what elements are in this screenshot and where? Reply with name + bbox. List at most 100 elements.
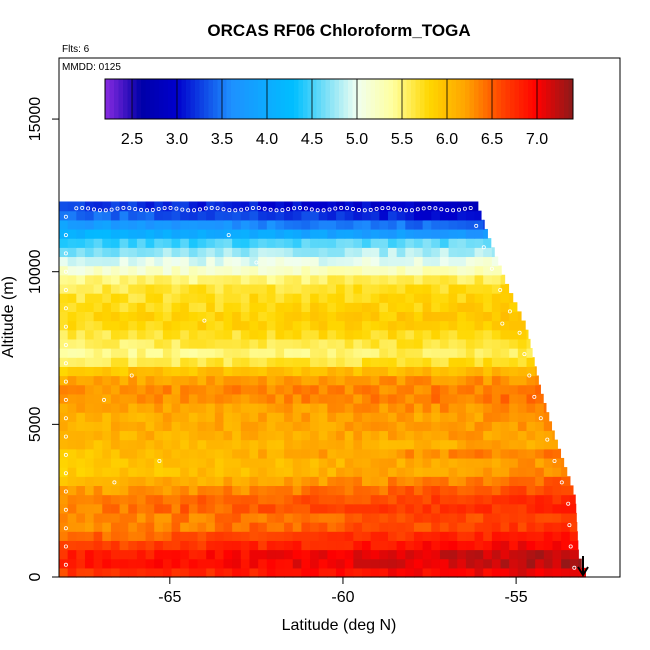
sample-point [481, 245, 486, 250]
heatmap-cell [405, 503, 415, 514]
heatmap-cell [67, 457, 77, 468]
heatmap-cell [110, 219, 121, 230]
heatmap-cell [457, 283, 467, 294]
heatmap-cell [275, 421, 285, 432]
heatmap-cell [232, 485, 242, 496]
heatmap-cell [310, 256, 320, 267]
heatmap-cell [188, 366, 199, 377]
heatmap-cell [76, 531, 86, 541]
heatmap-cell [431, 247, 441, 258]
heatmap-cell [422, 201, 432, 212]
heatmap-cell [500, 476, 510, 487]
heatmap-cell [483, 549, 493, 560]
heatmap-cell [491, 320, 502, 331]
heatmap-cell [405, 302, 415, 312]
heatmap-cell [84, 503, 95, 514]
heatmap-cell [535, 393, 544, 404]
heatmap-cell [500, 485, 510, 496]
heatmap-cell [93, 448, 103, 459]
heatmap-cell [59, 503, 69, 514]
heatmap-cell [448, 210, 458, 221]
colorbar-segment [118, 79, 124, 119]
heatmap-cell [370, 329, 380, 340]
heatmap-cell [457, 256, 467, 267]
heatmap-cell [188, 412, 199, 422]
heatmap-cell [197, 467, 207, 477]
heatmap-cell [543, 503, 554, 514]
heatmap-cell [405, 402, 415, 413]
heatmap-cell [59, 448, 69, 459]
heatmap-cell [552, 476, 562, 487]
heatmap-cell [206, 329, 216, 340]
heatmap-cell [387, 366, 398, 377]
heatmap-cell [292, 503, 303, 514]
heatmap-cell [318, 430, 328, 441]
heatmap-cell [422, 265, 432, 276]
heatmap-cell [535, 558, 545, 569]
heatmap-cell [465, 540, 476, 551]
heatmap-cell [136, 302, 147, 312]
heatmap-cell [301, 522, 311, 532]
sample-point [286, 207, 291, 212]
heatmap-cell [362, 320, 372, 331]
heatmap-cell [110, 320, 121, 331]
heatmap-cell [396, 320, 406, 331]
heatmap-cell [561, 522, 571, 532]
sample-point [63, 287, 68, 292]
heatmap-cell [59, 293, 69, 303]
heatmap-cell [362, 256, 372, 267]
heatmap-cell [119, 494, 129, 505]
heatmap-cell [500, 402, 510, 413]
sample-point [315, 208, 320, 213]
colorbar-segment [465, 79, 470, 119]
colorbar-segment [460, 79, 466, 119]
heatmap-cell [223, 412, 233, 422]
heatmap-cell [284, 531, 294, 541]
colorbar-segment [276, 79, 281, 119]
heatmap-cell [310, 439, 320, 450]
heatmap-cell [197, 522, 207, 532]
heatmap-cell [465, 448, 476, 459]
heatmap-cell [336, 265, 346, 276]
heatmap-cell [535, 439, 545, 450]
heatmap-cell [353, 549, 363, 560]
sample-point [280, 208, 285, 213]
heatmap-cell [232, 320, 242, 331]
heatmap-cell [258, 402, 268, 413]
heatmap-cell [162, 329, 173, 340]
heatmap-cell [327, 338, 337, 349]
sample-point [80, 205, 85, 210]
heatmap-cell [370, 531, 380, 541]
heatmap-cell [102, 247, 112, 258]
heatmap-cell [84, 247, 95, 258]
heatmap-cell [422, 293, 432, 303]
heatmap-cell [162, 384, 173, 395]
heatmap-cell [145, 357, 155, 367]
heatmap-cell [197, 238, 207, 248]
heatmap-cell [344, 265, 354, 276]
heatmap-cell [327, 512, 337, 523]
heatmap-cell [336, 219, 346, 230]
heatmap-cell [405, 448, 415, 459]
heatmap-cell [110, 467, 121, 477]
heatmap-cell [128, 448, 138, 459]
colorbar-segment [105, 79, 110, 119]
heatmap-cell [370, 311, 380, 322]
heatmap-cell [102, 567, 112, 578]
heatmap-cell [457, 302, 467, 312]
heatmap-cell [180, 430, 190, 441]
heatmap-cell [154, 302, 164, 312]
heatmap-cell [483, 485, 493, 496]
heatmap-cell [102, 338, 112, 349]
sample-point [63, 544, 68, 549]
heatmap-cell [258, 503, 268, 514]
heatmap-cell [162, 293, 173, 303]
heatmap-cell [344, 402, 354, 413]
heatmap-cell [102, 311, 112, 322]
heatmap-cell [249, 412, 259, 422]
heatmap-cell [275, 274, 285, 285]
heatmap-cell [154, 439, 164, 450]
heatmap-cell [301, 265, 311, 276]
heatmap-cell [284, 219, 294, 230]
heatmap-cell [526, 467, 536, 477]
